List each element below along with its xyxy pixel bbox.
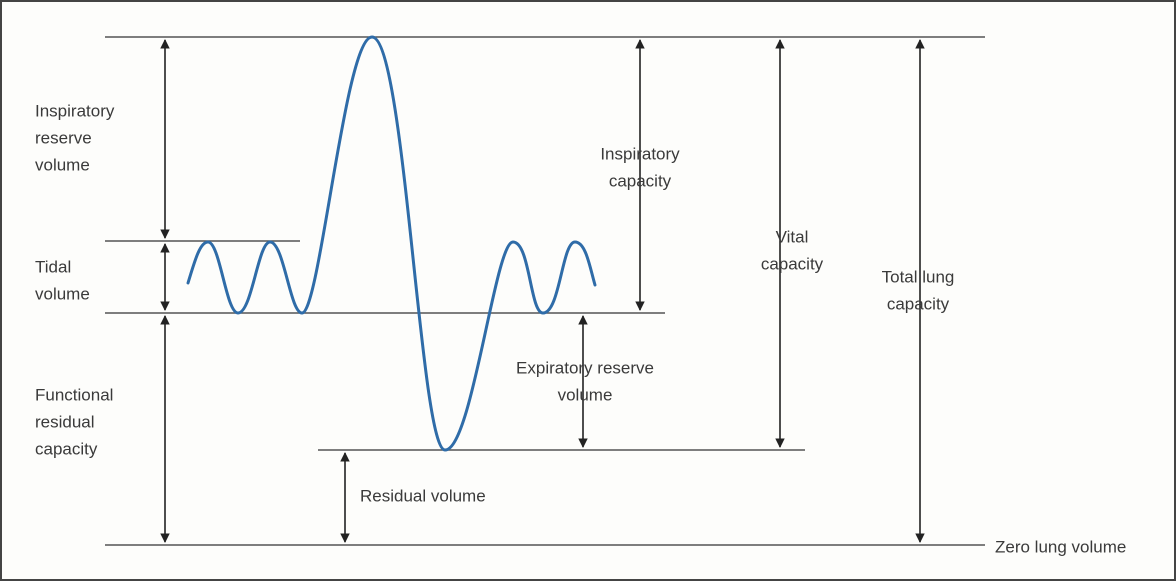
- zero-lung-volume-label: Zero lung volume: [995, 537, 1126, 556]
- vital-capacity-label: capacity: [761, 254, 824, 273]
- expiratory-reserve-volume-label: volume: [558, 385, 613, 404]
- arrows: [160, 39, 925, 543]
- inspiratory-reserve-volume-label: reserve: [35, 128, 92, 147]
- spirogram-trace: [186, 35, 597, 452]
- vital-capacity-label: Vital: [776, 227, 809, 246]
- functional-residual-capacity-label: residual: [35, 412, 95, 431]
- tidal-volume-label: Tidal: [35, 257, 71, 276]
- inspiratory-reserve-volume-label: Inspiratory: [35, 101, 115, 120]
- inspiratory-reserve-volume-label: volume: [35, 155, 90, 174]
- inspiratory-capacity-label: Inspiratory: [600, 144, 680, 163]
- functional-residual-capacity-label: Functional: [35, 385, 113, 404]
- total-lung-capacity-label: capacity: [887, 294, 950, 313]
- total-lung-capacity-label: Total lung: [882, 267, 955, 286]
- expiratory-reserve-volume-label: Expiratory reserve: [516, 358, 654, 377]
- level-lines: [105, 36, 985, 546]
- functional-residual-capacity-label: capacity: [35, 439, 98, 458]
- inspiratory-capacity-label: capacity: [609, 171, 672, 190]
- tidal-volume-label: volume: [35, 284, 90, 303]
- residual-volume-label: Residual volume: [360, 486, 486, 505]
